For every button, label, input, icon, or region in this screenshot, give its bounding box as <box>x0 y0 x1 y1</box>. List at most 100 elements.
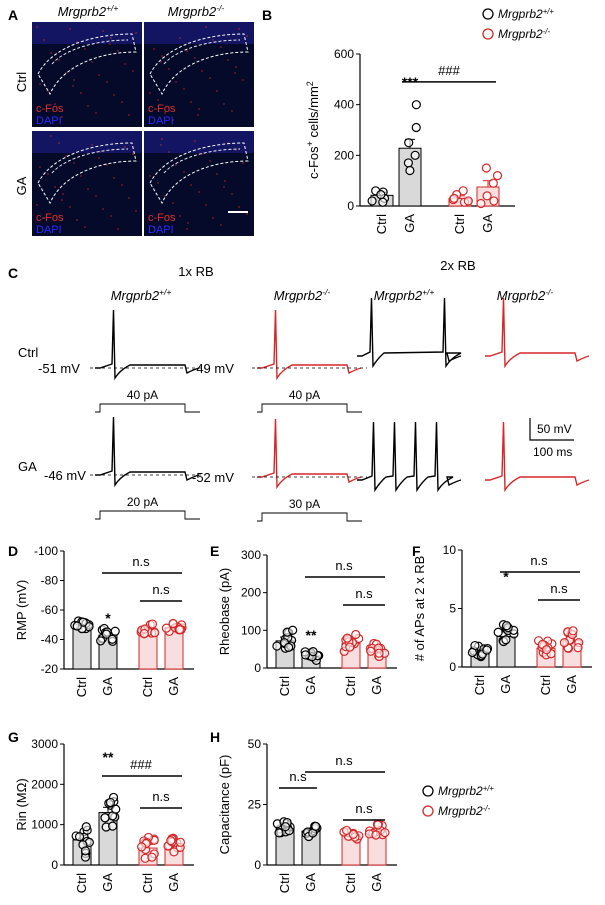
y-tick-label: 5 <box>449 602 456 616</box>
cfos-dot <box>186 228 188 230</box>
cfos-dot <box>197 114 199 116</box>
cfos-dot <box>172 202 174 204</box>
cfos-dot <box>117 50 119 52</box>
trace-genotype-1: Mrgprb2-/- <box>274 287 331 303</box>
current-label: 40 pA <box>127 388 158 402</box>
x-tick-label: Ctrl <box>452 214 467 234</box>
data-point <box>492 171 503 181</box>
trace-ga-ko-2x <box>485 421 590 493</box>
data-point <box>110 626 120 636</box>
cfos-dot <box>161 138 163 140</box>
rb2-label: 2x RB <box>440 258 475 273</box>
cfos-dot <box>109 43 111 45</box>
voltage-trace <box>257 309 362 381</box>
data-point <box>272 641 282 651</box>
data-point <box>481 163 491 173</box>
x-tick-label: GA <box>303 676 318 695</box>
y-tick-label: 0 <box>51 858 58 872</box>
data-point <box>96 636 106 646</box>
data-point <box>573 643 583 653</box>
micro-genotype-wt: Mrgprb2+/+ <box>58 3 119 19</box>
y-axis-label: c-Fos+ cells/mm2 <box>305 81 321 179</box>
cfos-dot <box>128 114 130 116</box>
current-label: 20 pA <box>127 495 158 509</box>
cfos-dot <box>54 186 56 188</box>
cfos-dot <box>113 177 115 179</box>
data-point <box>482 645 492 655</box>
data-point <box>489 196 499 206</box>
voltage-trace <box>357 421 462 493</box>
current-step <box>257 403 362 413</box>
cfos-dot <box>43 39 45 41</box>
cfos-dot <box>72 85 74 87</box>
y-tick-label: -40 <box>41 633 59 647</box>
cfos-dot <box>80 92 82 94</box>
current-label: 30 pA <box>289 497 320 511</box>
data-point <box>411 100 421 110</box>
data-point <box>351 629 361 640</box>
legend-marker-wt <box>482 8 494 20</box>
bracket-label: n.s <box>152 582 170 597</box>
data-point <box>101 629 112 639</box>
trace-ctrl-wt-2x <box>357 297 462 369</box>
cfos-dot <box>198 191 200 193</box>
cfos-dot <box>135 32 137 34</box>
x-tick-label: GA <box>498 675 513 694</box>
cfos-dot <box>50 52 52 54</box>
chart-F: 0 5 10 # of APs at 2 x RB Ctrl GA Ctrl GA * n.sn.… <box>412 543 592 695</box>
data-point <box>411 122 421 133</box>
cfos-dot <box>160 61 162 63</box>
cfos-dot <box>98 74 100 76</box>
y-tick-label: 400 <box>334 98 354 112</box>
panel-label-F: F <box>412 543 421 559</box>
cfos-dot <box>220 224 222 226</box>
cfos-dot <box>238 28 240 30</box>
data-point <box>488 178 498 188</box>
cfos-dot <box>50 135 52 137</box>
data-point <box>559 638 570 648</box>
data-point <box>107 634 117 644</box>
voltage-trace <box>485 421 590 493</box>
cfos-dot <box>224 180 226 182</box>
cfos-dot <box>223 103 225 105</box>
y-tick-label: 200 <box>241 586 261 600</box>
fos-label: c-Fos <box>36 212 64 224</box>
data-point <box>137 842 147 852</box>
x-tick-label: GA <box>100 677 115 696</box>
significance-mark: * <box>503 569 509 585</box>
x-tick-label: GA <box>100 873 115 892</box>
rmp-label: -52 mV <box>192 470 234 485</box>
y-tick-label: 2000 <box>31 777 58 791</box>
y-axis-label: Rin (MΩ) <box>14 778 29 830</box>
bracket-label: n.s <box>289 769 307 784</box>
rmp-label: -51 mV <box>38 361 80 376</box>
cfos-dot <box>91 144 93 146</box>
data-point <box>405 165 415 176</box>
cfos-dot <box>128 197 130 199</box>
cfos-dot <box>43 217 45 219</box>
cfos-dot <box>186 50 188 52</box>
trace-ga-wt-1x: -46 mV 20 pA <box>44 416 205 520</box>
x-tick-label: Ctrl <box>343 676 358 696</box>
cfos-dot <box>198 108 200 110</box>
cfos-dot <box>135 210 137 212</box>
voltage-trace <box>357 297 462 369</box>
x-tick-label: Ctrl <box>277 873 292 893</box>
cfos-dot <box>175 81 177 83</box>
legend-label-wt: Mrgprb2+/+ <box>438 784 494 799</box>
data-point <box>501 635 511 645</box>
y-tick-label: -80 <box>41 574 59 588</box>
cfos-dot <box>164 112 166 114</box>
data-point <box>147 619 158 629</box>
data-point <box>371 830 381 840</box>
cfos-dot <box>242 79 244 81</box>
y-tick-label: 300 <box>241 548 261 562</box>
trace-row-ga: GA <box>18 459 37 474</box>
data-point <box>166 836 176 846</box>
cfos-dot <box>187 222 189 224</box>
data-point <box>308 647 318 657</box>
panel-label-C: C <box>8 265 18 281</box>
dapi-label: DAPI <box>36 224 62 236</box>
data-point <box>108 821 118 831</box>
